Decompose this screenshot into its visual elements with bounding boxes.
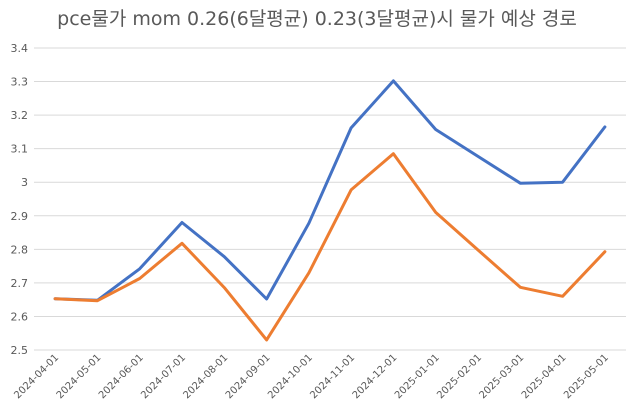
y-tick-label: 2.6 — [11, 310, 29, 323]
y-tick-label: 2.5 — [11, 344, 29, 357]
series-lines — [53, 79, 607, 342]
series-line-2 — [53, 152, 607, 342]
y-tick-label: 3.1 — [11, 143, 29, 156]
x-tick-label: 2025-05-01 — [562, 352, 611, 401]
y-tick-label: 2.9 — [11, 210, 29, 223]
y-tick-label: 3.2 — [11, 109, 29, 122]
x-axis-ticks: 2024-04-012024-05-012024-06-012024-07-01… — [12, 352, 611, 401]
y-tick-label: 2.7 — [11, 277, 29, 290]
y-tick-label: 2.8 — [11, 243, 29, 256]
y-tick-label: 3 — [21, 176, 28, 189]
y-tick-label: 3.3 — [11, 76, 29, 89]
y-tick-label: 3.4 — [11, 42, 29, 55]
y-axis-ticks: 2.5 2.6 2.7 2.8 2.9 3 3.1 3.2 3.3 3.4 — [11, 42, 29, 357]
chart-title: pce물가 mom 0.26(6달평균) 0.23(3달평균)시 물가 예상 경… — [57, 8, 577, 30]
gridlines — [34, 47, 626, 351]
series-line-1 — [53, 79, 607, 302]
